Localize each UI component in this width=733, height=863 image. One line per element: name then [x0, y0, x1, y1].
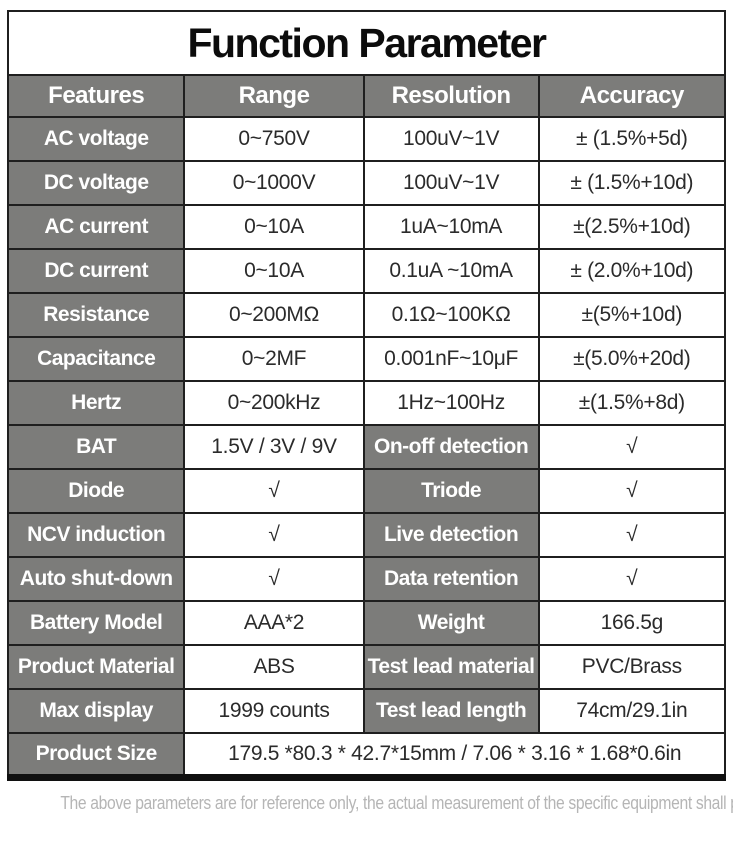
feature-name-cell: Battery Model [6, 600, 186, 646]
resolution-cell: 0.1uA ~10mA [362, 248, 540, 294]
resolution-cell: 0.1Ω~100KΩ [362, 292, 540, 338]
pair-row-bat: BAT 1.5V / 3V / 9V On-off detection √ [6, 424, 727, 470]
product-size-value-cell: 179.5 *80.3 * 42.7*15mm / 7.06 * 3.16 * … [183, 732, 726, 778]
pair-row-max-display: Max display 1999 counts Test lead length… [6, 688, 727, 734]
feature-name-cell: Capacitance [6, 336, 186, 382]
feature-name-cell: Hertz [6, 380, 186, 426]
header-range: Range [183, 74, 365, 118]
accuracy-cell: ± (2.0%+10d) [537, 248, 727, 294]
page-title: Function Parameter [187, 19, 547, 66]
feature-name-cell: AC current [6, 204, 186, 250]
pair-row-product-material: Product Material ABS Test lead material … [6, 644, 727, 690]
pair-row-ncv: NCV induction √ Live detection √ [6, 512, 727, 558]
feature-name-cell: Test lead length [362, 688, 540, 734]
checkmark-cell: √ [537, 468, 727, 514]
resolution-cell: 1uA~10mA [362, 204, 540, 250]
feature-name-cell: Resistance [6, 292, 186, 338]
product-size-row: Product Size 179.5 *80.3 * 42.7*15mm / 7… [6, 732, 726, 778]
feature-name-cell: DC voltage [6, 160, 186, 206]
header-accuracy: Accuracy [537, 74, 727, 118]
feature-name-cell: Max display [6, 688, 186, 734]
function-parameter-table: Function Parameter Features Range Resolu… [6, 10, 727, 781]
feature-name-cell: Product Size [6, 732, 186, 778]
checkmark-cell: √ [537, 424, 727, 470]
feature-name-cell: NCV induction [6, 512, 186, 558]
range-cell: 0~10A [183, 204, 365, 250]
feature-name-cell: Diode [6, 468, 186, 514]
feature-name-cell: BAT [6, 424, 186, 470]
value-cell: PVC/Brass [537, 644, 727, 690]
function-parameter-page: Function Parameter Features Range Resolu… [6, 10, 733, 813]
title-cell: Function Parameter [7, 10, 726, 76]
value-cell: ABS [183, 644, 365, 690]
header-resolution: Resolution [362, 74, 540, 118]
range-cell: 0~10A [183, 248, 365, 294]
value-cell: 1.5V / 3V / 9V [183, 424, 365, 470]
accuracy-cell: ± (1.5%+10d) [537, 160, 727, 206]
checkmark-cell: √ [183, 512, 365, 558]
feature-name-cell: Data retention [362, 556, 540, 602]
feature-name-cell: On-off detection [362, 424, 540, 470]
value-cell: 74cm/29.1in [537, 688, 727, 734]
range-cell: 0~200kHz [183, 380, 365, 426]
feature-name-cell: AC voltage [6, 116, 186, 162]
feature-name-cell: DC current [6, 248, 186, 294]
value-cell: AAA*2 [183, 600, 365, 646]
feature-name-cell: Live detection [362, 512, 540, 558]
accuracy-cell: ± (1.5%+5d) [537, 116, 727, 162]
feature-name-cell: Auto shut-down [6, 556, 186, 602]
feature-name-cell: Test lead material [362, 644, 540, 690]
title-row: Function Parameter [7, 10, 726, 76]
accuracy-cell: ±(5.0%+20d) [537, 336, 727, 382]
checkmark-cell: √ [537, 556, 727, 602]
spec-row-dc-current: DC current 0~10A 0.1uA ~10mA ± (2.0%+10d… [6, 248, 727, 294]
checkmark-cell: √ [183, 468, 365, 514]
range-cell: 0~750V [183, 116, 365, 162]
pair-row-auto-shutdown: Auto shut-down √ Data retention √ [6, 556, 727, 602]
resolution-cell: 100uV~1V [362, 116, 540, 162]
spec-row-ac-voltage: AC voltage 0~750V 100uV~1V ± (1.5%+5d) [6, 116, 727, 162]
range-cell: 0~2MF [183, 336, 365, 382]
resolution-cell: 1Hz~100Hz [362, 380, 540, 426]
header-row: Features Range Resolution Accuracy [6, 74, 727, 118]
feature-name-cell: Product Material [6, 644, 186, 690]
value-cell: 1999 counts [183, 688, 365, 734]
spec-row-capacitance: Capacitance 0~2MF 0.001nF~10μF ±(5.0%+20… [6, 336, 727, 382]
checkmark-cell: √ [183, 556, 365, 602]
resolution-cell: 0.001nF~10μF [362, 336, 540, 382]
range-cell: 0~1000V [183, 160, 365, 206]
spec-row-ac-current: AC current 0~10A 1uA~10mA ±(2.5%+10d) [6, 204, 727, 250]
value-cell: 166.5g [537, 600, 727, 646]
feature-name-cell: Weight [362, 600, 540, 646]
spec-row-hertz: Hertz 0~200kHz 1Hz~100Hz ±(1.5%+8d) [6, 380, 727, 426]
pair-row-battery-model: Battery Model AAA*2 Weight 166.5g [6, 600, 727, 646]
pair-row-diode: Diode √ Triode √ [6, 468, 727, 514]
accuracy-cell: ±(2.5%+10d) [537, 204, 727, 250]
checkmark-cell: √ [537, 512, 727, 558]
header-features: Features [6, 74, 186, 118]
accuracy-cell: ±(1.5%+8d) [537, 380, 727, 426]
resolution-cell: 100uV~1V [362, 160, 540, 206]
disclaimer-note: The above parameters are for reference o… [60, 792, 733, 813]
accuracy-cell: ±(5%+10d) [537, 292, 727, 338]
feature-name-cell: Triode [362, 468, 540, 514]
spec-row-resistance: Resistance 0~200MΩ 0.1Ω~100KΩ ±(5%+10d) [6, 292, 727, 338]
spec-row-dc-voltage: DC voltage 0~1000V 100uV~1V ± (1.5%+10d) [6, 160, 727, 206]
range-cell: 0~200MΩ [183, 292, 365, 338]
